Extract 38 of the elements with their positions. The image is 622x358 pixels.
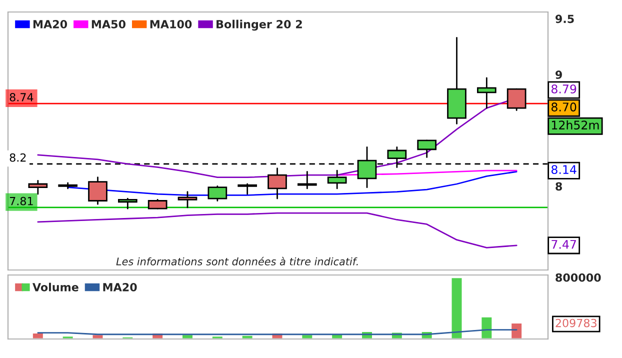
candlestick: [506, 88, 526, 111]
y-tick-label: 209783: [556, 318, 596, 328]
y-tick-label: 800000: [556, 273, 601, 282]
bar: [510, 322, 523, 339]
bar: [480, 316, 494, 339]
legend-label: MA50: [92, 20, 126, 28]
annotation: 8.14: [552, 165, 576, 174]
legend-label: Volume: [32, 282, 78, 292]
candlestick: [268, 168, 287, 200]
candlestick: [208, 186, 228, 202]
y-tick-label: 9: [556, 70, 562, 79]
ref-line-label: 8.2: [10, 153, 26, 162]
legend-label: MA20: [103, 282, 137, 292]
bar: [61, 335, 74, 339]
legend-label: MA20: [33, 20, 68, 28]
y-tick-label: 8: [556, 182, 562, 191]
y-tick-label: 9.5: [556, 14, 574, 24]
bar: [211, 335, 224, 339]
legend-label: Bollinger 20 2: [216, 20, 302, 31]
text: 8.70: [552, 102, 576, 112]
candlestick: [298, 171, 317, 190]
line-series: [37, 212, 518, 248]
candlestick: [417, 140, 437, 158]
text: 8.79: [552, 84, 576, 94]
ref-line-label: 8.74: [10, 93, 34, 102]
bar: [450, 276, 464, 339]
annotation: 7.47: [552, 240, 576, 249]
candlestick: [238, 183, 258, 195]
ref-line-label: 7.81: [10, 196, 33, 206]
candlestick: [118, 198, 138, 210]
legend-label: MA100: [150, 20, 192, 28]
candlestick: [88, 176, 108, 205]
candlestick: [178, 191, 198, 208]
candlestick: [477, 77, 496, 109]
annotation: Les informations sont données à titre indicatif.: [116, 256, 358, 266]
text: 12h52m: [552, 120, 599, 130]
candlestick: [28, 180, 48, 195]
candlestick: [327, 170, 347, 190]
